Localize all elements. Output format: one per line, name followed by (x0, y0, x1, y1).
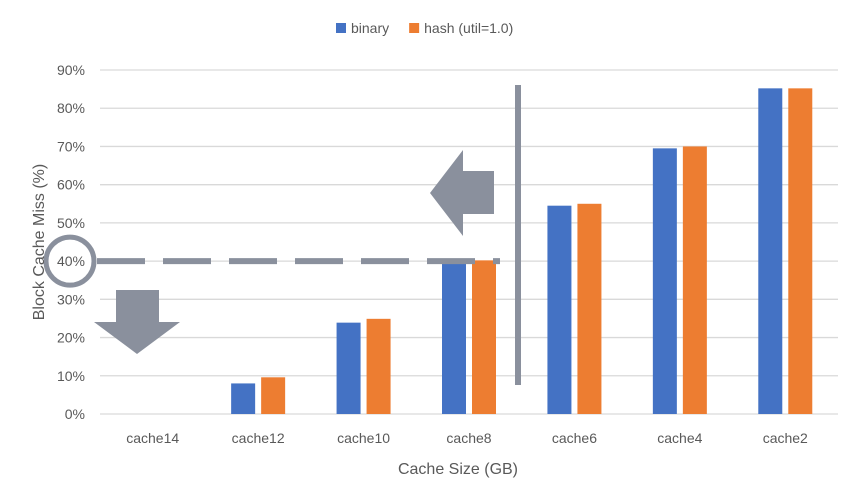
legend-label: hash (util=1.0) (424, 20, 513, 36)
bar-hash-cache12 (261, 377, 286, 414)
bar-binary-cache2 (758, 88, 783, 414)
bar-hash-cache8 (472, 260, 496, 414)
legend-swatch (336, 23, 346, 33)
x-axis-label: Cache Size (GB) (398, 461, 518, 478)
bar-hash-cache4 (682, 146, 707, 414)
y-tick-label: 30% (57, 291, 85, 307)
y-tick-label: 90% (57, 62, 85, 78)
bar-hash-cache6 (577, 203, 602, 414)
y-tick-label: 70% (57, 138, 85, 154)
x-tick-label: cache10 (337, 430, 390, 446)
highlight-circle (43, 234, 97, 288)
legend-label: binary (351, 20, 389, 36)
legend: binary hash (util=1.0) (336, 20, 513, 36)
bar-binary-cache10 (336, 322, 361, 414)
x-tick-label: cache14 (126, 430, 179, 446)
bar-hash-cache2 (788, 88, 813, 414)
bar-binary-cache6 (547, 205, 572, 414)
y-axis-label: Block Cache Miss (%) (31, 164, 48, 320)
y-tick-label: 60% (57, 177, 85, 193)
down-arrow-icon (94, 290, 180, 354)
bar-hash-cache10 (366, 318, 391, 414)
left-arrow-icon (430, 150, 494, 236)
y-tick-label: 20% (57, 330, 85, 346)
x-tick-label: cache4 (657, 430, 702, 446)
x-tick-label: cache8 (446, 430, 491, 446)
y-tick-label: 0% (65, 406, 85, 422)
y-tick-label: 80% (57, 100, 85, 116)
x-tick-label: cache2 (763, 430, 808, 446)
bar-binary-cache8 (442, 263, 466, 414)
y-tick-label: 40% (57, 253, 85, 269)
x-tick-label: cache12 (232, 430, 285, 446)
y-tick-label: 10% (57, 368, 85, 384)
x-tick-label: cache6 (552, 430, 597, 446)
legend-swatch (409, 23, 420, 33)
y-tick-label: 50% (57, 215, 85, 231)
bar-binary-cache12 (231, 383, 256, 414)
bar-binary-cache4 (652, 148, 677, 414)
